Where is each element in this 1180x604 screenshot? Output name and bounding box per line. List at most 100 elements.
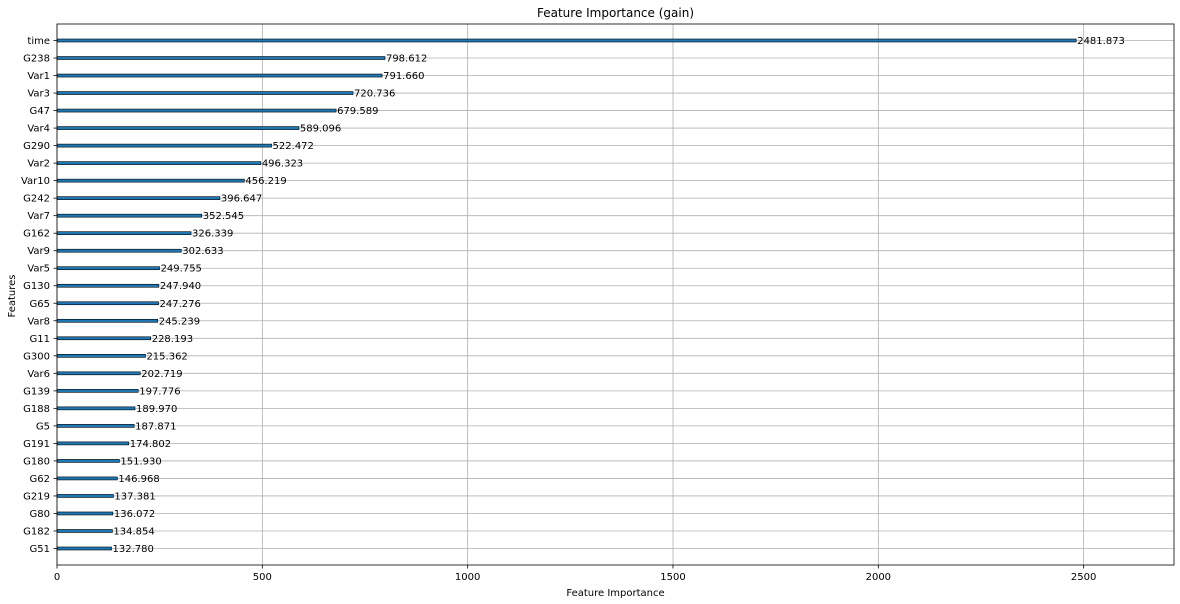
x-tick-label: 2500 <box>1071 572 1096 583</box>
data-label: 456.219 <box>245 176 286 187</box>
y-tick-label: G180 <box>23 456 50 467</box>
x-tick-label: 500 <box>253 572 272 583</box>
bar <box>56 231 192 235</box>
bar <box>56 371 141 376</box>
x-tick-label: 1500 <box>660 572 685 583</box>
y-tick-label: G47 <box>30 106 50 117</box>
y-tick-label: G300 <box>23 351 50 362</box>
data-label: 174.802 <box>130 439 171 450</box>
data-label: 302.633 <box>182 246 223 257</box>
y-tick-label: G65 <box>30 299 50 310</box>
bar <box>56 318 159 323</box>
bar <box>56 213 203 218</box>
bar <box>56 529 113 533</box>
data-label: 228.193 <box>152 334 193 345</box>
data-label: 2481.873 <box>1077 36 1125 47</box>
data-label: 137.381 <box>114 491 155 502</box>
data-label: 215.362 <box>146 351 187 362</box>
bar <box>56 476 118 481</box>
bar <box>56 143 272 148</box>
data-label: 798.612 <box>386 54 427 65</box>
bar <box>56 424 135 428</box>
data-label: 326.339 <box>192 229 233 240</box>
data-labels: 2481.873 798.612 791.660 720.736 679.589 589.… <box>113 36 1125 555</box>
data-label: 187.871 <box>135 421 176 432</box>
y-tick-label: Var3 <box>27 89 50 100</box>
bar <box>56 126 300 130</box>
bar <box>56 494 114 498</box>
bar <box>56 38 1077 43</box>
y-tick-label: G162 <box>23 229 50 240</box>
data-label: 791.660 <box>383 71 424 82</box>
y-tick-label: G242 <box>23 194 50 205</box>
data-label: 522.472 <box>273 141 314 152</box>
data-label: 134.854 <box>113 526 154 537</box>
y-tick-label: Var9 <box>27 246 50 257</box>
x-axis-title: Feature Importance <box>566 588 664 599</box>
bar <box>56 511 114 516</box>
y-tick-label: G238 <box>23 54 50 65</box>
data-label: 496.323 <box>262 159 303 170</box>
bar <box>56 546 112 551</box>
bar <box>56 283 160 288</box>
bar <box>56 196 221 200</box>
y-tick-label: G182 <box>23 526 50 537</box>
data-label: 720.736 <box>354 89 395 100</box>
y-tick-label: G139 <box>23 386 50 397</box>
y-tick-label: Var10 <box>21 176 50 187</box>
data-label: 679.589 <box>337 106 378 117</box>
chart-title: Feature Importance (gain) <box>537 6 694 20</box>
bar <box>56 301 159 306</box>
y-tick-label: Var5 <box>27 264 50 275</box>
data-label: 249.755 <box>161 264 202 275</box>
y-tick-label: Var2 <box>27 159 50 170</box>
bar <box>56 459 120 463</box>
y-tick-label: Var1 <box>27 71 50 82</box>
data-label: 247.940 <box>160 281 201 292</box>
data-label: 151.930 <box>120 456 161 467</box>
data-label: 245.239 <box>159 316 200 327</box>
data-label: 197.776 <box>139 386 180 397</box>
y-tick-label: G62 <box>30 474 50 485</box>
grid <box>56 24 1174 565</box>
y-tick-label: G290 <box>23 141 50 152</box>
data-label: 136.072 <box>114 509 155 520</box>
bar <box>56 178 245 183</box>
data-label: 189.970 <box>136 404 177 415</box>
data-label: 132.780 <box>113 544 154 555</box>
bar <box>56 56 386 60</box>
x-axis-ticks: 0 500 1000 1500 2000 2500 <box>54 565 1096 583</box>
bar <box>56 248 182 253</box>
data-label: 146.968 <box>118 474 159 485</box>
y-tick-label: time <box>27 36 50 47</box>
y-axis-ticks: time G238 Var1 Var3 G47 Var4 G290 Var2 Var10 G242… <box>21 36 57 555</box>
x-tick-label: 2000 <box>866 572 891 583</box>
bar <box>56 441 130 446</box>
bar <box>56 266 160 271</box>
y-tick-label: G191 <box>23 439 50 450</box>
bar <box>56 389 139 393</box>
data-label: 247.276 <box>160 299 201 310</box>
data-label: 352.545 <box>203 211 244 222</box>
y-tick-label: Var6 <box>27 369 50 380</box>
y-axis-title: Features <box>7 275 18 318</box>
plot-frame <box>56 23 1175 566</box>
x-tick-label: 1000 <box>455 572 480 583</box>
bar <box>56 108 337 113</box>
y-tick-label: G11 <box>30 334 50 345</box>
y-tick-label: Var7 <box>27 211 50 222</box>
axes-frame <box>56 23 1175 566</box>
bar <box>56 336 152 341</box>
data-label: 202.719 <box>141 369 182 380</box>
y-tick-label: G130 <box>23 281 50 292</box>
data-label: 396.647 <box>221 194 262 205</box>
bars <box>56 38 1077 551</box>
y-tick-label: Var8 <box>27 316 50 327</box>
y-tick-label: G188 <box>23 404 50 415</box>
y-tick-label: G5 <box>36 421 50 432</box>
bar <box>56 161 262 165</box>
bar <box>56 354 146 358</box>
y-tick-label: G219 <box>23 491 50 502</box>
bar <box>56 406 136 411</box>
